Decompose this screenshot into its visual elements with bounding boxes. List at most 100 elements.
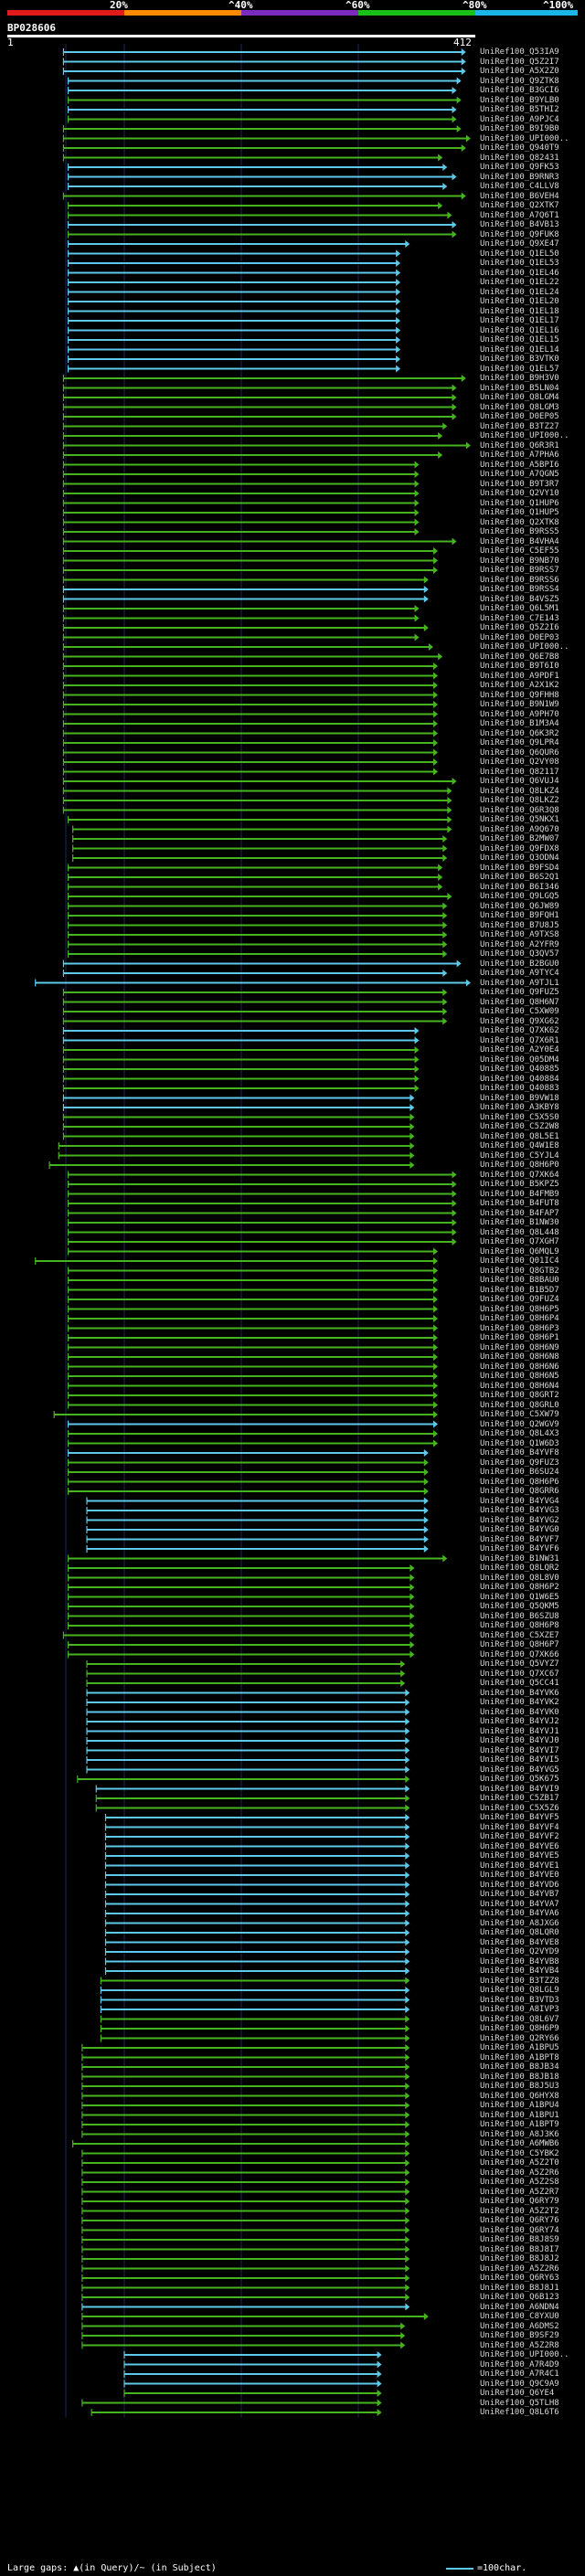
- hit-arrow[interactable]: [62, 48, 466, 56]
- hit-arrow[interactable]: [86, 1526, 429, 1533]
- hit-arrow[interactable]: [81, 2236, 410, 2243]
- hit-label[interactable]: UniRef100_Q01IC4: [480, 1256, 559, 1266]
- hit-arrow[interactable]: [67, 96, 462, 104]
- hit-label[interactable]: UniRef100_B8J8J2: [480, 2254, 559, 2263]
- hit-arrow[interactable]: [86, 1545, 429, 1553]
- hit-arrow[interactable]: [62, 1104, 415, 1111]
- hit-label[interactable]: UniRef100_B3TZZ8: [480, 1976, 559, 1986]
- hit-arrow[interactable]: [67, 202, 443, 209]
- hit-label[interactable]: UniRef100_Q1EL15: [480, 335, 559, 345]
- hit-arrow[interactable]: [62, 672, 439, 680]
- hit-arrow[interactable]: [67, 1190, 457, 1198]
- hit-label[interactable]: UniRef100_B1B5D7: [480, 1285, 559, 1295]
- hit-arrow[interactable]: [67, 1296, 439, 1303]
- hit-arrow[interactable]: [81, 2274, 410, 2282]
- hit-arrow[interactable]: [62, 1036, 420, 1044]
- hit-label[interactable]: UniRef100_A8JXG6: [480, 1918, 559, 1928]
- hit-label[interactable]: UniRef100_B8BAU0: [480, 1276, 559, 1285]
- hit-arrow[interactable]: [62, 633, 420, 641]
- hit-arrow[interactable]: [62, 394, 457, 401]
- hit-arrow[interactable]: [100, 1987, 410, 1994]
- hit-label[interactable]: UniRef100_A5Z2R6: [480, 2168, 559, 2178]
- hit-arrow[interactable]: [81, 2303, 410, 2311]
- hit-label[interactable]: UniRef100_Q6QUR6: [480, 747, 559, 758]
- hit-label[interactable]: UniRef100_A9Q670: [480, 824, 559, 834]
- hit-arrow[interactable]: [67, 1343, 439, 1352]
- hit-label[interactable]: UniRef100_B4YVK6: [480, 1688, 559, 1698]
- hit-label[interactable]: UniRef100_Q8H6P6: [480, 1477, 559, 1487]
- hit-arrow[interactable]: [62, 480, 420, 488]
- hit-label[interactable]: UniRef100_A5Z2R6: [480, 2263, 559, 2274]
- hit-label[interactable]: UniRef100_A7PHA6: [480, 451, 559, 460]
- hit-arrow[interactable]: [81, 2053, 410, 2062]
- hit-label[interactable]: UniRef100_C5XW09: [480, 1007, 559, 1016]
- hit-label[interactable]: UniRef100_Q7XK64: [480, 1170, 559, 1180]
- hit-arrow[interactable]: [81, 2111, 410, 2119]
- hit-arrow[interactable]: [86, 1765, 410, 1774]
- hit-arrow[interactable]: [62, 441, 471, 450]
- hit-arrow[interactable]: [81, 2149, 410, 2157]
- hit-arrow[interactable]: [67, 883, 443, 891]
- hit-label[interactable]: UniRef100_Q2VY08: [480, 758, 559, 767]
- hit-arrow[interactable]: [81, 2198, 410, 2205]
- hit-arrow[interactable]: [67, 173, 457, 181]
- hit-label[interactable]: UniRef100_Q6E7B8: [480, 652, 559, 662]
- hit-arrow[interactable]: [58, 1151, 415, 1160]
- hit-arrow[interactable]: [67, 1277, 439, 1284]
- hit-label[interactable]: UniRef100_Q8LKZ4: [480, 786, 559, 796]
- hit-arrow[interactable]: [67, 1238, 457, 1246]
- hit-arrow[interactable]: [62, 1094, 415, 1102]
- hit-arrow[interactable]: [67, 211, 452, 219]
- hit-arrow[interactable]: [62, 1055, 420, 1064]
- hit-arrow[interactable]: [67, 1171, 457, 1179]
- hit-arrow[interactable]: [62, 748, 439, 757]
- hit-arrow[interactable]: [72, 2140, 410, 2147]
- hit-label[interactable]: UniRef100_B4YVG0: [480, 1525, 559, 1534]
- hit-arrow[interactable]: [67, 921, 448, 929]
- hit-arrow[interactable]: [62, 537, 457, 546]
- hit-label[interactable]: UniRef100_B9YLB0: [480, 95, 559, 105]
- hit-arrow[interactable]: [62, 710, 439, 718]
- hit-arrow[interactable]: [67, 1603, 415, 1610]
- hit-label[interactable]: UniRef100_Q8GTB2: [480, 1266, 559, 1276]
- hit-label[interactable]: UniRef100_Q8H6P4: [480, 1314, 559, 1323]
- hit-label[interactable]: UniRef100_D0EP05: [480, 412, 559, 421]
- hit-arrow[interactable]: [67, 317, 401, 324]
- hit-label[interactable]: UniRef100_B3TZ27: [480, 421, 559, 431]
- hit-arrow[interactable]: [62, 959, 462, 968]
- hit-label[interactable]: UniRef100_B9RSS7: [480, 566, 559, 575]
- hit-label[interactable]: UniRef100_Q9FUZ4: [480, 1295, 559, 1304]
- hit-label[interactable]: UniRef100_A5Z2S8: [480, 2178, 559, 2187]
- hit-label[interactable]: UniRef100_Q7XGH7: [480, 1237, 559, 1246]
- hit-arrow[interactable]: [62, 509, 420, 516]
- hit-arrow[interactable]: [62, 970, 448, 977]
- hit-label[interactable]: UniRef100_A6MWB6: [480, 2139, 559, 2148]
- hit-label[interactable]: UniRef100_B4YVE1: [480, 1860, 559, 1871]
- hit-label[interactable]: UniRef100_B9RNR3: [480, 172, 559, 182]
- hit-arrow[interactable]: [62, 576, 429, 584]
- hit-label[interactable]: UniRef100_Q8H6N5: [480, 1372, 559, 1381]
- hit-arrow[interactable]: [67, 1247, 439, 1256]
- hit-arrow[interactable]: [104, 1910, 410, 1917]
- hit-arrow[interactable]: [81, 2178, 410, 2186]
- hit-label[interactable]: UniRef100_Q6MQL9: [480, 1246, 559, 1256]
- hit-label[interactable]: UniRef100_A3KBY8: [480, 1103, 559, 1112]
- hit-label[interactable]: UniRef100_C5X5Z6: [480, 1803, 559, 1813]
- hit-arrow[interactable]: [104, 1891, 410, 1898]
- hit-label[interactable]: UniRef100_B3GCI6: [480, 86, 559, 95]
- hit-label[interactable]: UniRef100_Q3ODN4: [480, 853, 559, 863]
- hit-label[interactable]: UniRef100_Q8GRT2: [480, 1391, 559, 1400]
- hit-arrow[interactable]: [62, 518, 420, 526]
- hit-label[interactable]: UniRef100_B4YVA6: [480, 1909, 559, 1918]
- hit-label[interactable]: UniRef100_B5LN04: [480, 383, 559, 393]
- hit-label[interactable]: UniRef100_B2MW07: [480, 834, 559, 843]
- hit-label[interactable]: UniRef100_Q1HUP5: [480, 508, 559, 517]
- hit-label[interactable]: UniRef100_B4YVE6: [480, 1841, 559, 1851]
- hit-label[interactable]: UniRef100_Q5Z2I6: [480, 623, 559, 632]
- hit-arrow[interactable]: [123, 2390, 382, 2397]
- hit-arrow[interactable]: [81, 2044, 410, 2051]
- hit-arrow[interactable]: [104, 1929, 410, 1936]
- hit-arrow[interactable]: [62, 499, 420, 507]
- hit-label[interactable]: UniRef100_Q6YE4: [480, 2389, 555, 2398]
- hit-label[interactable]: UniRef100_Q8H6P7: [480, 1640, 559, 1649]
